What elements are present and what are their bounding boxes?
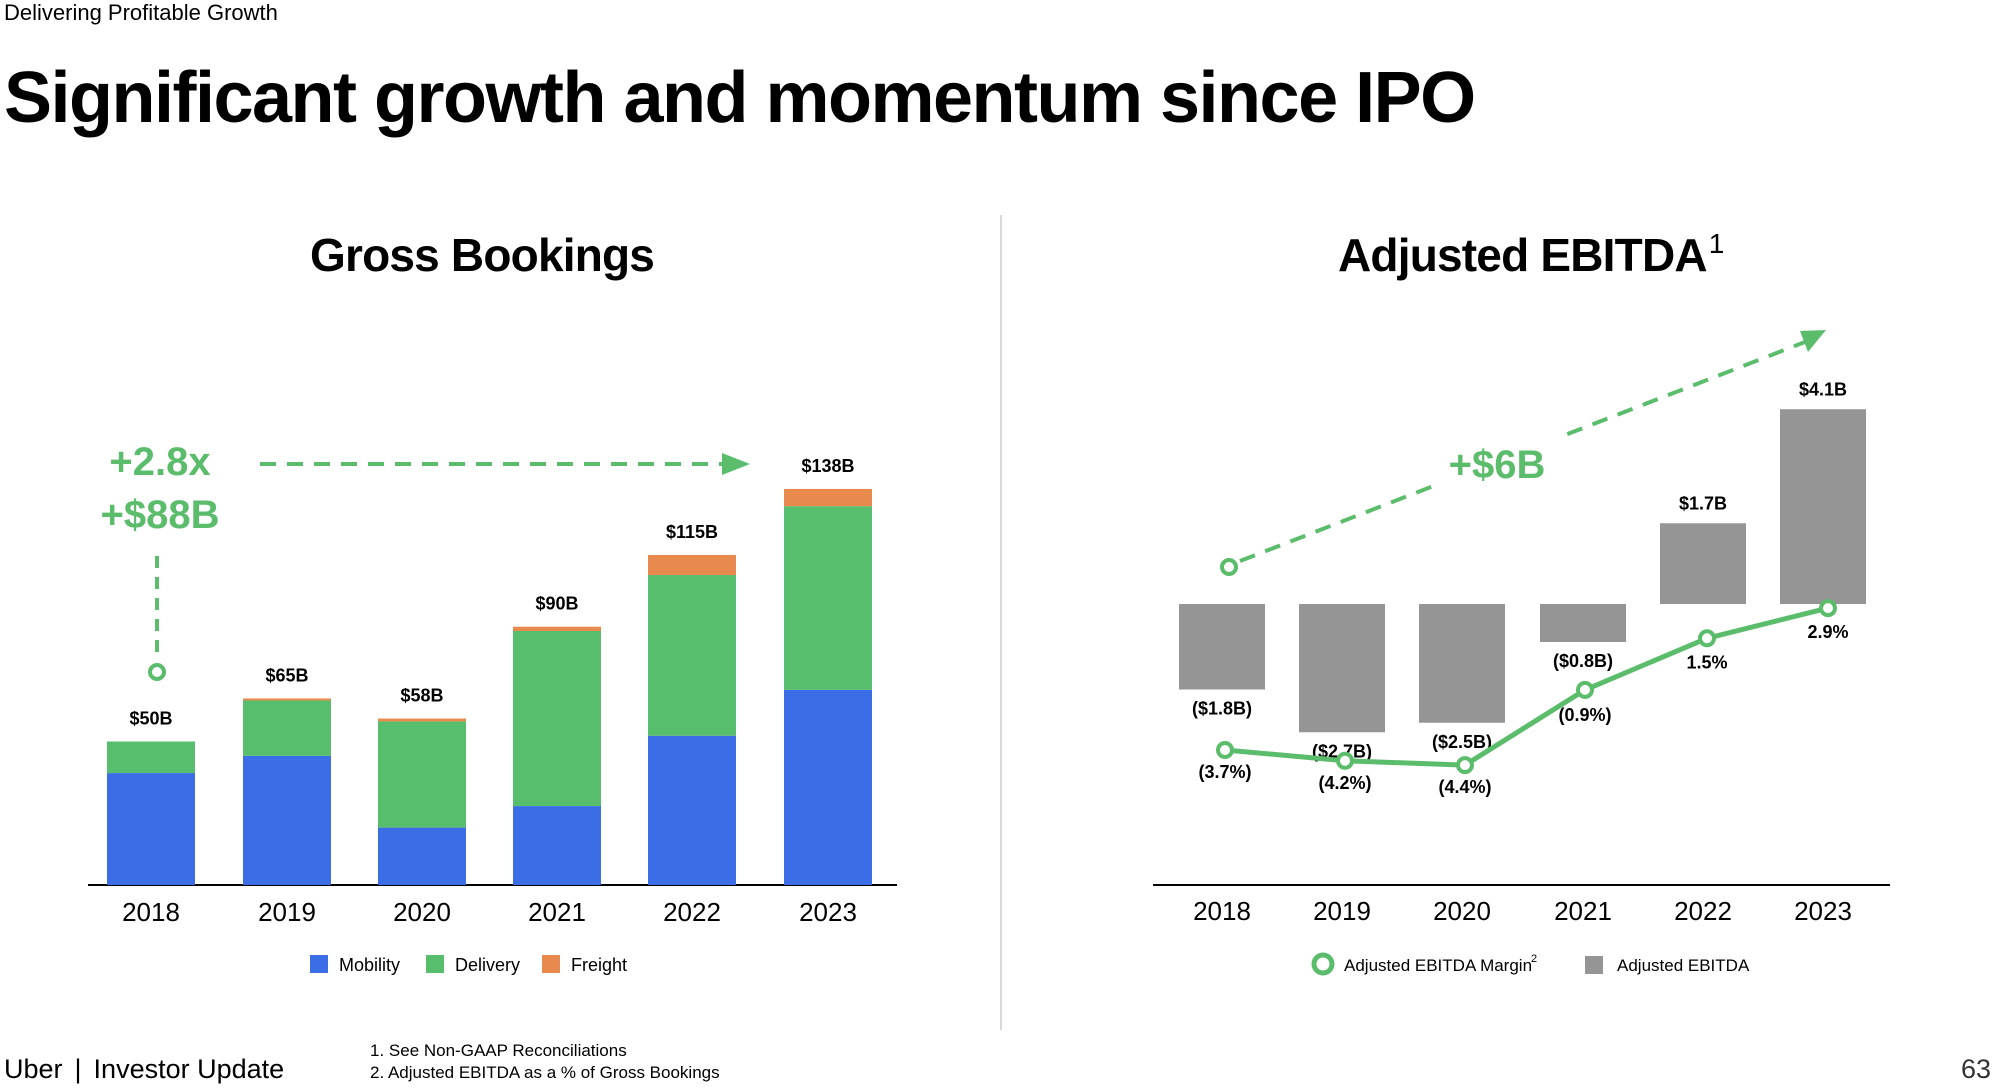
x-tick-2019: 2019 bbox=[258, 897, 316, 927]
margin-point-2020 bbox=[1456, 756, 1474, 775]
margin-label-2020: (4.4%) bbox=[1438, 777, 1491, 797]
trend-arrowhead bbox=[1800, 330, 1826, 352]
legend-swatch-ebitda bbox=[1585, 956, 1603, 974]
total-label-2020: $58B bbox=[400, 686, 443, 706]
margin-label-2019: (4.2%) bbox=[1318, 773, 1371, 793]
ebitda-x-tick-2020: 2020 bbox=[1433, 896, 1491, 926]
brand-separator: | bbox=[74, 1054, 82, 1084]
ebitda-x-tick-2021: 2021 bbox=[1554, 896, 1612, 926]
ebitda-x-tick-2019: 2019 bbox=[1313, 896, 1371, 926]
x-tick-2018: 2018 bbox=[122, 897, 180, 927]
ebitda-value-label-2021: ($0.8B) bbox=[1553, 651, 1613, 671]
bar-delivery-2021 bbox=[513, 631, 601, 807]
legend-margin-marker bbox=[1311, 952, 1335, 976]
bar-freight-2020 bbox=[378, 718, 466, 722]
total-label-2023: $138B bbox=[801, 456, 854, 476]
gross-bookings-chart: $50B 2018 $65B 2019 $58B 2020 $90B 2021 $115B 202… bbox=[88, 440, 897, 975]
margin-line bbox=[1224, 605, 1829, 768]
ebitda-x-tick-2023: 2023 bbox=[1794, 896, 1852, 926]
bar-delivery-2020 bbox=[378, 721, 466, 828]
chart-divider bbox=[1000, 215, 1002, 1030]
ebitda-value-label-2018: ($1.8B) bbox=[1192, 699, 1252, 719]
bar-delivery-2022 bbox=[648, 575, 736, 736]
trend-start-marker bbox=[1220, 558, 1238, 576]
section-label: Delivering Profitable Growth bbox=[4, 0, 278, 25]
bar-freight-2019 bbox=[243, 698, 331, 701]
growth-annotation-amount: +$88B bbox=[101, 493, 220, 537]
total-label-2021: $90B bbox=[535, 594, 578, 614]
legend-margin-footnote: 2 bbox=[1531, 953, 1537, 965]
bar-mobility-2020 bbox=[378, 827, 466, 885]
ebitda-title: Adjusted EBITDA1 bbox=[1338, 228, 1725, 281]
ebitda-bar-2022 bbox=[1660, 523, 1746, 604]
trend-annotation: +$6B bbox=[1449, 443, 1546, 487]
bar-delivery-2023 bbox=[784, 506, 872, 690]
margin-label-2018: (3.7%) bbox=[1198, 762, 1251, 782]
ebitda-bar-2020 bbox=[1419, 604, 1505, 723]
bar-mobility-2018 bbox=[107, 773, 195, 885]
page-number: 63 bbox=[1960, 1054, 1991, 1084]
bar-mobility-2023 bbox=[784, 689, 872, 885]
ebitda-bar-2019 bbox=[1299, 604, 1385, 733]
legend-label-margin: Adjusted EBITDA Margin bbox=[1344, 956, 1532, 975]
bar-mobility-2019 bbox=[243, 755, 331, 885]
margin-point-2021 bbox=[1576, 680, 1594, 699]
margin-label-2023: 2.9% bbox=[1807, 622, 1848, 642]
bar-mobility-2022 bbox=[648, 735, 736, 885]
ebitda-value-label-2022: $1.7B bbox=[1679, 493, 1727, 513]
x-tick-2023: 2023 bbox=[799, 897, 857, 927]
growth-annotation-multiple: +2.8x bbox=[109, 440, 210, 484]
bar-delivery-2018 bbox=[107, 741, 195, 774]
ebitda-x-tick-2018: 2018 bbox=[1193, 896, 1251, 926]
legend-swatch-freight bbox=[542, 955, 560, 973]
bar-mobility-2021 bbox=[513, 806, 601, 885]
x-tick-2021: 2021 bbox=[528, 897, 586, 927]
margin-point-2019 bbox=[1336, 751, 1354, 770]
total-label-2019: $65B bbox=[265, 665, 308, 685]
x-tick-2022: 2022 bbox=[663, 897, 721, 927]
legend-swatch-mobility bbox=[310, 955, 328, 973]
gross-bookings-title: Gross Bookings bbox=[310, 229, 655, 281]
legend-label-delivery: Delivery bbox=[455, 955, 520, 975]
footnotes: 1. See Non-GAAP Reconciliations 2. Adjus… bbox=[370, 1040, 720, 1084]
legend-label-mobility: Mobility bbox=[339, 955, 400, 975]
trend-label-bg bbox=[1440, 435, 1560, 491]
ebitda-x-tick-2022: 2022 bbox=[1674, 896, 1732, 926]
ebitda-value-label-2023: $4.1B bbox=[1799, 379, 1847, 399]
ebitda-value-label-2020: ($2.5B) bbox=[1432, 732, 1492, 752]
total-label-2022: $115B bbox=[666, 522, 718, 542]
footnote-1: 1. See Non-GAAP Reconciliations bbox=[370, 1041, 627, 1060]
bar-freight-2021 bbox=[513, 626, 601, 632]
footer-brand: Uber | Investor Update bbox=[4, 1054, 284, 1085]
bar-freight-2023 bbox=[784, 488, 872, 507]
ebitda-bar-2023 bbox=[1780, 409, 1866, 604]
ebitda-bar-2018 bbox=[1179, 604, 1265, 690]
bar-freight-2022 bbox=[648, 554, 736, 576]
bar-delivery-2019 bbox=[243, 700, 331, 756]
footnote-2: 2. Adjusted EBITDA as a % of Gross Booki… bbox=[370, 1063, 720, 1082]
page-title: Significant growth and momentum since IP… bbox=[4, 58, 1476, 138]
growth-arrowhead bbox=[722, 453, 750, 475]
margin-point-2018 bbox=[1216, 741, 1234, 760]
legend-label-freight: Freight bbox=[571, 955, 627, 975]
legend-label-ebitda: Adjusted EBITDA bbox=[1617, 956, 1750, 975]
ebitda-bar-2021 bbox=[1540, 604, 1626, 642]
legend-swatch-delivery bbox=[426, 955, 444, 973]
brand-name: Uber bbox=[4, 1054, 63, 1084]
brand-subtitle: Investor Update bbox=[93, 1054, 285, 1084]
ebitda-value-label-2019: ($2.7B) bbox=[1312, 741, 1372, 761]
ebitda-chart: ($1.8B) 2018 ($2.7B) 2019 ($2.5B) 2020 ($0.8B)… bbox=[1153, 330, 1890, 976]
x-tick-2020: 2020 bbox=[393, 897, 451, 927]
ebitda-title-footnote: 1 bbox=[1708, 228, 1725, 259]
margin-label-2022: 1.5% bbox=[1686, 652, 1727, 672]
growth-start-marker bbox=[148, 663, 166, 681]
margin-point-2022 bbox=[1698, 629, 1716, 648]
margin-label-2021: (0.9%) bbox=[1558, 705, 1611, 725]
margin-point-2023 bbox=[1819, 599, 1837, 618]
total-label-2018: $50B bbox=[129, 709, 172, 729]
